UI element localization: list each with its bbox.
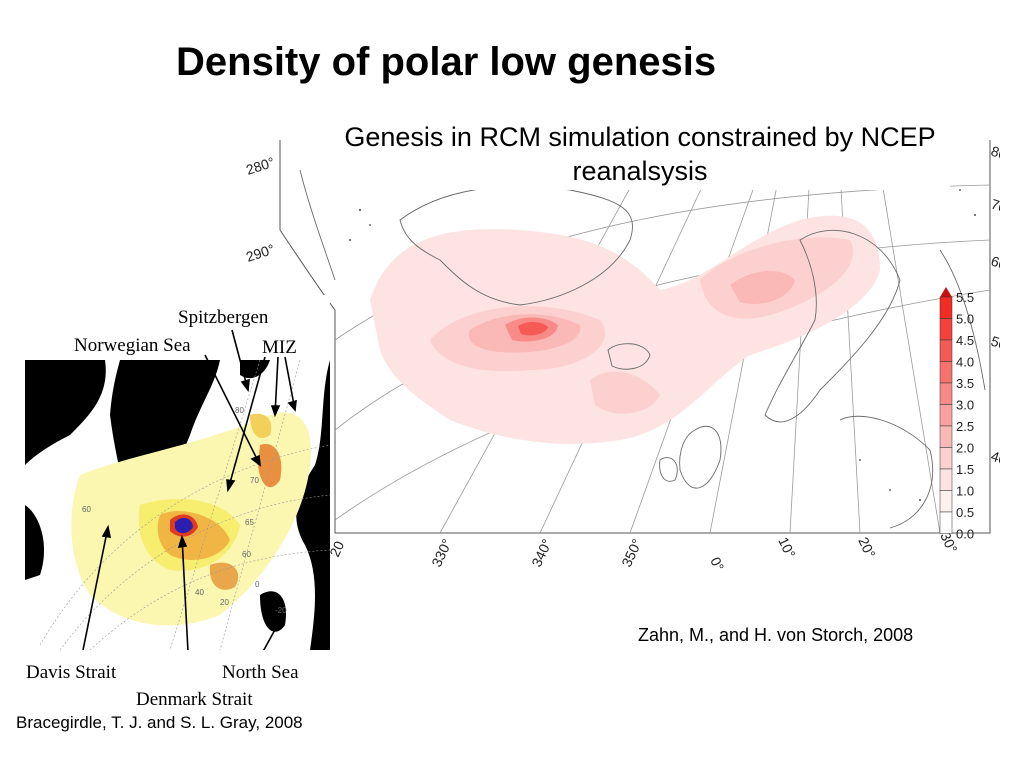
colorbar-tick-label: 3.0 [956,398,974,413]
label-spitzbergen: Spitzbergen [178,307,269,328]
bottom-label-band [20,650,330,715]
grid-label: 40 [195,588,204,597]
grid-label: 20 [220,598,229,607]
page-title: Density of polar low genesis [176,40,717,84]
colorbar-tick-label: 5.0 [956,312,974,327]
colorbar-segment [939,404,953,427]
colorbar-arrow [940,287,952,297]
polar-genesis-map: 80 70 65 60 60 40 20 0 -20 Spitzbergen N… [20,295,331,715]
colorbar: 5.5 5.0 4.5 4.0 3.5 3.0 2.5 2.0 1.5 1.0 0.5 0.0 [939,287,974,542]
colorbar-tick-label: 1.5 [956,462,974,477]
map-subtitle: Genesis in RCM simulation constrained by… [330,118,950,190]
grid-label: 65 [245,518,254,527]
map-frame [279,140,991,534]
density-field [71,412,311,626]
deg-label: 70° [989,196,1000,218]
lon-label: 340° [528,536,555,569]
colorbar-tick-label: 5.5 [956,290,974,305]
colorbar-segment [939,361,953,384]
deg-label: 80° [989,143,1000,165]
colorbar-tick-label: 2.0 [956,441,974,456]
credit-bracegirdle: Bracegirdle, T. J. and S. L. Gray, 2008 [16,713,303,732]
label-davis-strait: Davis Strait [26,662,117,683]
colorbar-tick-label: 0.5 [956,505,974,520]
grid-label: 80 [235,406,244,415]
colorbar-segment [939,447,953,470]
lon-label: 10° [775,535,798,561]
grid-label: -20 [275,606,287,615]
colorbar-tick-label: 4.0 [956,355,974,370]
deg-label: 40° [989,448,1000,470]
lon-label: 350° [618,536,645,569]
density-field [370,215,880,444]
region-labels: Spitzbergen Norwegian Sea MIZ Davis Stra… [26,307,299,710]
deg-label: 290° [244,241,276,265]
deg-label: 60° [989,253,1000,275]
lon-label-partial: 20 [326,538,347,559]
grid-labels: 80 70 65 60 60 40 20 0 -20 [82,406,287,615]
colorbar-segment [939,318,953,341]
rcm-genesis-map: 20 330° 340° 350° 0° 10° 20° 30° 280° 29… [244,140,1000,570]
label-miz: MIZ [262,337,297,358]
lon-labels: 20 330° 340° 350° 0° 10° 20° 30° [326,530,961,570]
grid-label: 0 [255,580,260,589]
colorbar-tick-label: 3.5 [956,376,974,391]
lon-label: 20° [855,535,878,561]
grid-label: 60 [82,505,91,514]
colorbar-segment [939,490,953,513]
colorbar-segment [939,339,953,362]
colorbar-tick-label: 2.5 [956,419,974,434]
grid-label: 70 [250,476,259,485]
grid-label: 60 [242,550,251,559]
label-north-sea: North Sea [222,662,299,683]
left-deg-labels: 280° 290° [244,154,276,265]
colorbar-tick-label: 4.5 [956,333,974,348]
label-denmark-strait: Denmark Strait [136,689,253,710]
colorbar-segment [939,382,953,405]
colorbar-segment [939,511,953,534]
right-deg-labels: 80° 70° 60° 50° 40° [989,143,1000,470]
colorbar-segment [939,468,953,491]
label-band [60,295,330,360]
deg-label: 280° [244,154,276,178]
colorbar-segment [939,425,953,448]
lon-label: 330° [428,536,455,569]
colorbar-tick-label: 1.0 [956,484,974,499]
colorbar-segment [939,296,953,319]
deg-label: 50° [989,333,1000,355]
annotation-arrows [81,329,297,691]
credit-zahn: Zahn, M., and H. von Storch, 2008 [638,625,914,645]
label-norwegian-sea: Norwegian Sea [74,335,191,356]
colorbar-tick-label: 0.0 [956,527,974,542]
lon-label: 0° [707,555,727,570]
